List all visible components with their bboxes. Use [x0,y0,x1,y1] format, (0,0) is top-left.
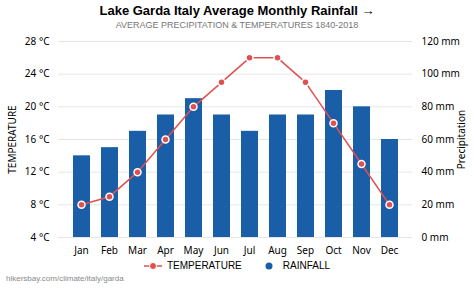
html-text:Lake Garda Italy Average Month: Lake Garda Italy Average Monthly Rainfal… [99,3,375,18]
svg-text:Aug: Aug [268,243,287,257]
svg-text:24 °C: 24 °C [25,66,50,80]
svg-text:20 mm: 20 mm [422,197,455,211]
svg-text:120 mm: 120 mm [422,34,460,48]
svg-text:80 mm: 80 mm [422,99,455,113]
html-text:TEMPERATURE: TEMPERATURE [167,260,242,271]
svg-text:20 °C: 20 °C [25,99,50,113]
svg-text:Sep: Sep [297,243,314,257]
html-text:AVERAGE PRECIPITATION & TEMPER: AVERAGE PRECIPITATION & TEMPERATURES 184… [115,20,359,30]
svg-text:May: May [184,243,205,257]
svg-text:4 °C: 4 °C [31,230,51,244]
svg-text:Apr: Apr [157,243,174,257]
svg-text:40 mm: 40 mm [422,164,455,178]
svg-text:Jun: Jun [213,243,229,257]
html-text:RAINFALL: RAINFALL [282,260,330,271]
svg-text:16 °C: 16 °C [25,132,50,146]
html-text:hikersbay.com/climate/italy/ga: hikersbay.com/climate/italy/garda [6,274,124,283]
svg-text:Jul: Jul [243,243,256,257]
svg-text:Feb: Feb [101,243,118,257]
svg-text:Oct: Oct [325,243,342,257]
svg-text:Mar: Mar [128,243,147,257]
svg-text:TEMPERATURE: TEMPERATURE [5,105,19,173]
svg-text:60 mm: 60 mm [422,132,455,146]
svg-text:Nov: Nov [352,243,371,257]
svg-text:Dec: Dec [381,243,399,257]
svg-text:Precipitation: Precipitation [454,110,468,169]
svg-text:0 mm: 0 mm [422,230,449,244]
svg-text:100 mm: 100 mm [422,66,460,80]
svg-text:12 °C: 12 °C [25,164,50,178]
svg-text:Jan: Jan [73,243,89,257]
svg-text:28 °C: 28 °C [25,34,50,48]
svg-text:8 °C: 8 °C [31,197,51,211]
